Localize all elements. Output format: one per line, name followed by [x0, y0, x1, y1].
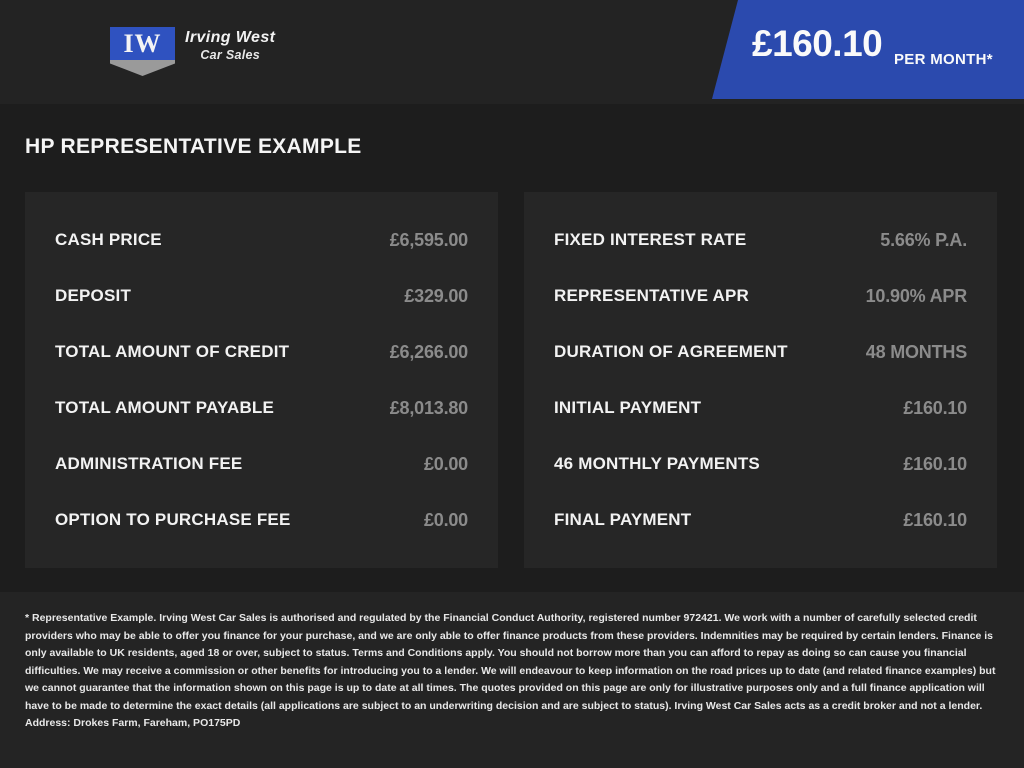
finance-row-cash-price: CASH PRICE £6,595.00	[55, 212, 468, 268]
finance-row-option-fee: OPTION TO PURCHASE FEE £0.00	[55, 492, 468, 548]
brand-badge: IW	[110, 27, 175, 76]
brand-logo: IW Irving West Car Sales	[110, 27, 275, 76]
finance-row-final-payment: FINAL PAYMENT £160.10	[554, 492, 967, 548]
finance-value: £0.00	[423, 509, 468, 530]
finance-label: INITIAL PAYMENT	[554, 398, 702, 417]
header-bar: IW Irving West Car Sales £160.10 PER MON…	[0, 0, 1024, 104]
finance-value: £8,013.80	[389, 397, 468, 418]
finance-label: 46 MONTHLY PAYMENTS	[554, 454, 760, 473]
footer-disclaimer-section: * Representative Example. Irving West Ca…	[0, 592, 1024, 768]
finance-label: TOTAL AMOUNT PAYABLE	[55, 398, 275, 417]
disclaimer-text: * Representative Example. Irving West Ca…	[25, 612, 996, 729]
finance-value: £6,595.00	[389, 229, 468, 250]
monthly-price-period: PER MONTH*	[894, 51, 993, 68]
finance-value: £160.10	[903, 453, 967, 474]
page-title: HP REPRESENTATIVE EXAMPLE	[25, 135, 362, 158]
brand-name: Irving West	[185, 29, 276, 46]
finance-row-admin-fee: ADMINISTRATION FEE £0.00	[55, 436, 468, 492]
finance-row-duration: DURATION OF AGREEMENT 48 MONTHS	[554, 324, 967, 380]
monthly-price-banner: £160.10 PER MONTH*	[712, 0, 1024, 99]
finance-row-apr: REPRESENTATIVE APR 10.90% APR	[554, 268, 967, 324]
brand-initials: IW	[123, 28, 162, 58]
finance-label: DURATION OF AGREEMENT	[554, 342, 788, 361]
finance-value: £329.00	[404, 285, 468, 306]
monthly-price-amount: £160.10	[752, 23, 883, 64]
finance-label: FIXED INTEREST RATE	[554, 230, 747, 249]
finance-value: £0.00	[423, 453, 468, 474]
finance-label: DEPOSIT	[55, 286, 132, 305]
brand-tagline: Car Sales	[200, 48, 261, 62]
finance-panel-left: CASH PRICE £6,595.00 DEPOSIT £329.00 TOT…	[25, 192, 498, 568]
finance-label: CASH PRICE	[55, 230, 162, 249]
finance-label: OPTION TO PURCHASE FEE	[55, 510, 291, 529]
finance-value: £6,266.00	[389, 341, 468, 362]
finance-label: REPRESENTATIVE APR	[554, 286, 750, 305]
finance-value: 5.66% P.A.	[880, 229, 967, 250]
finance-value: £160.10	[903, 509, 967, 530]
brand-text: Irving West Car Sales	[185, 29, 275, 63]
finance-label: FINAL PAYMENT	[554, 510, 692, 529]
finance-value: 48 MONTHS	[865, 341, 967, 362]
finance-panel-right: FIXED INTEREST RATE 5.66% P.A. REPRESENT…	[524, 192, 997, 568]
finance-value: £160.10	[903, 397, 967, 418]
brand-badge-shield-icon: IW	[110, 27, 175, 60]
finance-row-interest-rate: FIXED INTEREST RATE 5.66% P.A.	[554, 212, 967, 268]
brand-badge-ribbon-icon	[110, 60, 175, 76]
finance-row-deposit: DEPOSIT £329.00	[55, 268, 468, 324]
finance-value: 10.90% APR	[865, 285, 968, 306]
finance-row-monthly-payments: 46 MONTHLY PAYMENTS £160.10	[554, 436, 967, 492]
finance-row-total-credit: TOTAL AMOUNT OF CREDIT £6,266.00	[55, 324, 468, 380]
finance-label: ADMINISTRATION FEE	[55, 454, 243, 473]
finance-label: TOTAL AMOUNT OF CREDIT	[55, 342, 290, 361]
finance-row-total-payable: TOTAL AMOUNT PAYABLE £8,013.80	[55, 380, 468, 436]
finance-row-initial-payment: INITIAL PAYMENT £160.10	[554, 380, 967, 436]
